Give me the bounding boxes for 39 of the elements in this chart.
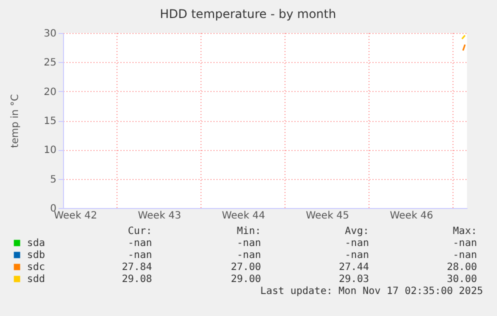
y-tick-label: 0 xyxy=(50,204,56,214)
text: -nan xyxy=(452,250,477,261)
x-tick-label: Week 45 xyxy=(306,210,350,222)
text: Last update: Mon Nov 17 02:35:00 2025 xyxy=(260,286,483,297)
text: -nan xyxy=(344,250,369,261)
legend-label: sdd xyxy=(27,274,46,285)
text: 30.00 xyxy=(446,274,477,285)
y-tick-label: 20 xyxy=(44,86,56,98)
text: 29.03 xyxy=(338,274,369,285)
x-tick-label: Week 46 xyxy=(390,210,434,222)
legend-label: sdc xyxy=(27,262,46,273)
text: -nan xyxy=(236,238,261,249)
legend-label: sda xyxy=(27,238,46,249)
text: 27.84 xyxy=(122,262,152,273)
y-tick-label: 25 xyxy=(44,58,56,69)
y-axis-title: temp in °C xyxy=(10,94,21,148)
text: -nan xyxy=(452,238,477,249)
y-tick-label: 15 xyxy=(44,116,56,127)
text: 27.44 xyxy=(338,262,369,273)
text: 29.00 xyxy=(230,274,261,285)
text: -nan xyxy=(236,250,261,261)
chart-title: HDD temperature - by month xyxy=(160,7,336,21)
text: -nan xyxy=(128,238,152,249)
y-tick-label: 5 xyxy=(50,174,56,186)
text: Cur: xyxy=(128,226,152,237)
x-tick-label: Week 44 xyxy=(222,210,266,222)
text: 27.00 xyxy=(230,262,261,273)
x-tick-label: Week 43 xyxy=(138,210,182,222)
text: 28.00 xyxy=(446,262,477,273)
text: 29.08 xyxy=(122,274,152,285)
legend-label: sdb xyxy=(27,250,46,261)
text: -nan xyxy=(344,238,369,249)
text: Max: xyxy=(452,226,477,237)
y-tick-label: 30 xyxy=(44,28,56,40)
y-tick-label: 10 xyxy=(44,145,56,156)
text: Avg: xyxy=(344,226,369,237)
text: Min: xyxy=(236,226,261,237)
x-tick-label: Week 42 xyxy=(54,210,98,222)
text: -nan xyxy=(128,250,152,261)
